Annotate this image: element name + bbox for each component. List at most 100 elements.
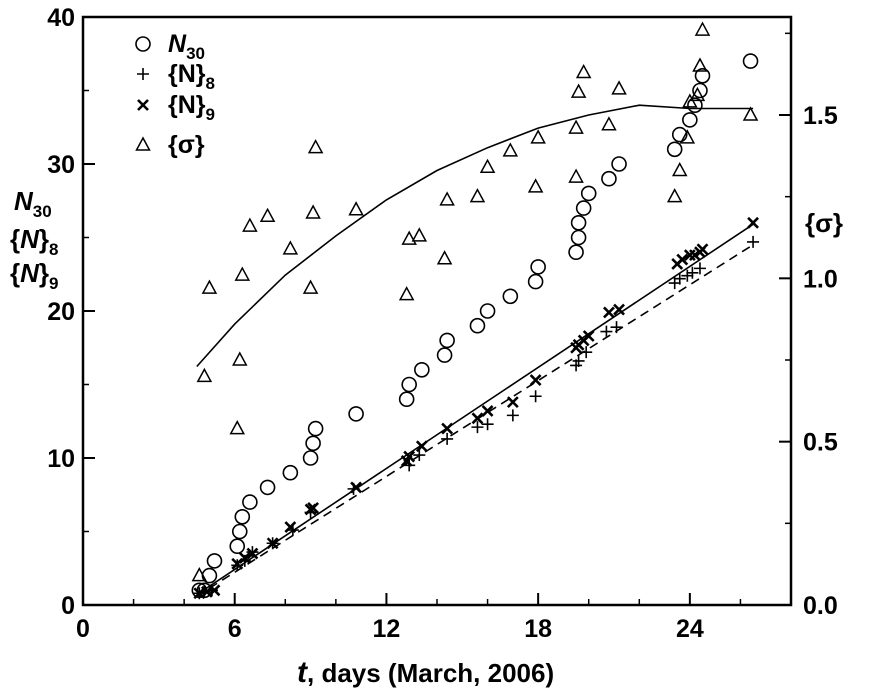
- sigma-point: [671, 161, 688, 177]
- sigma-point: [401, 230, 417, 245]
- sigma-point: [689, 86, 706, 102]
- y-left-title-n30: N30: [14, 186, 52, 221]
- n9-point: [676, 253, 689, 266]
- n30-point: [502, 288, 519, 305]
- legend-label-n30: N30: [168, 30, 205, 63]
- n8-point: [481, 418, 494, 431]
- y-right-tick-label: 1.0: [803, 265, 838, 293]
- y-right-tick-label: 0.0: [803, 592, 838, 620]
- legend-label-n8: {N}8: [168, 60, 215, 93]
- y-left-tick-label: 40: [47, 4, 75, 32]
- n9-point: [506, 396, 519, 409]
- y-right-tick-label: 0.5: [803, 429, 838, 457]
- n8-point: [403, 459, 416, 472]
- n9-point: [471, 412, 484, 425]
- n9-point: [481, 405, 494, 417]
- n8-point: [600, 325, 613, 338]
- n9-point: [307, 502, 320, 514]
- y-left-title-n9: {N}9: [10, 258, 59, 293]
- n9-point: [613, 303, 625, 316]
- n30-point: [231, 523, 248, 540]
- n8-point: [471, 421, 484, 434]
- n30-point: [348, 406, 364, 422]
- n8-point: [441, 432, 454, 445]
- sigma-point: [479, 158, 496, 174]
- sigma-point: [348, 201, 364, 216]
- n30-point: [694, 68, 711, 84]
- fit-line: [196, 244, 754, 597]
- x-tick-label: 6: [228, 615, 242, 643]
- fit-lines: [196, 104, 754, 597]
- n9-point: [238, 552, 251, 564]
- y-axis-left-title: N30 {N}8 {N}9: [10, 186, 59, 293]
- n30-point: [742, 53, 759, 69]
- sigma-point: [259, 207, 276, 223]
- n8-point: [529, 390, 542, 403]
- n30-point: [242, 494, 258, 510]
- n30-point: [570, 229, 587, 246]
- legend-label-n9: {N}9: [168, 91, 215, 124]
- sigma-point: [307, 139, 324, 154]
- n30-point: [570, 215, 587, 231]
- sigma-point: [282, 240, 299, 255]
- n8-point: [610, 321, 623, 334]
- sigma-point: [679, 129, 696, 144]
- data-marks: [191, 21, 760, 600]
- sigma-point: [229, 420, 246, 435]
- n9-point: [246, 547, 259, 560]
- n8-point: [673, 272, 686, 285]
- n8-point: [747, 235, 760, 248]
- legend: N30 {N}8 {N}9 {σ}: [135, 30, 215, 159]
- y-left-tick-label: 20: [47, 298, 75, 326]
- sigma-point: [398, 286, 415, 301]
- x-tick-label: 12: [373, 615, 401, 643]
- sigma-point: [666, 188, 683, 203]
- x-axis-title: t, days (March, 2006): [297, 656, 554, 689]
- n30-point: [469, 317, 486, 334]
- legend-marker-n8: [137, 68, 149, 80]
- n30-point: [436, 347, 453, 363]
- n30-point: [568, 244, 584, 260]
- n8-point: [686, 266, 699, 279]
- sigma-point: [439, 191, 455, 206]
- sigma-point: [469, 188, 486, 203]
- sigma-point: [232, 351, 248, 366]
- n9-point: [403, 450, 416, 463]
- n9-point: [266, 537, 279, 550]
- sigma-point: [411, 227, 428, 242]
- n30-point: [671, 126, 688, 143]
- n30-point: [206, 553, 223, 569]
- n9-point: [696, 243, 709, 256]
- n30-point: [439, 332, 455, 349]
- n9-point: [415, 440, 428, 453]
- n9-point: [208, 584, 221, 597]
- legend-markers: [135, 36, 151, 151]
- legend-marker-sigma: [135, 136, 151, 151]
- n30-point: [530, 259, 546, 275]
- sigma-point: [502, 142, 519, 157]
- fit-line: [196, 104, 754, 368]
- n8-point: [413, 449, 426, 462]
- n30-point: [307, 420, 324, 437]
- sigma-point: [601, 116, 617, 131]
- n30-point: [305, 435, 321, 452]
- sigma-point: [436, 250, 453, 265]
- sigma-point: [575, 63, 592, 79]
- n30-point: [282, 464, 299, 481]
- sigma-point: [694, 21, 711, 36]
- sigma-point: [611, 80, 627, 95]
- n30-point: [414, 361, 430, 378]
- n30-point: [666, 141, 683, 158]
- n30-point: [259, 479, 276, 496]
- n8-point: [572, 354, 585, 367]
- sigma-point: [191, 567, 208, 582]
- n30-point: [479, 303, 496, 319]
- y-left-tick-label: 0: [61, 592, 75, 620]
- n30-point: [687, 97, 703, 113]
- n8-point: [693, 262, 706, 275]
- n9-point: [603, 306, 615, 319]
- sigma-point: [196, 367, 213, 383]
- fit-line: [196, 223, 754, 596]
- n30-point: [234, 508, 251, 525]
